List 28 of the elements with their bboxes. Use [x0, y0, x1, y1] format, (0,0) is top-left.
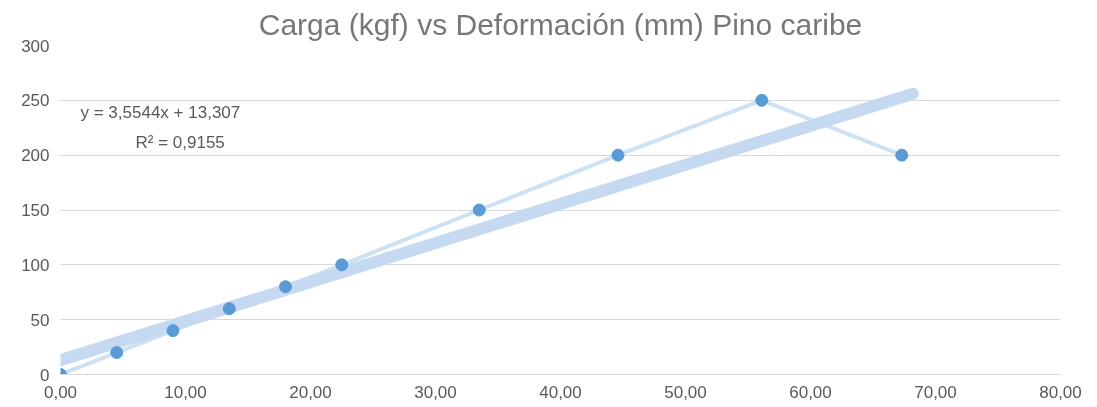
point: [472, 203, 486, 217]
x-tick-label: 20,00: [289, 382, 332, 402]
y-tick-label: 250: [21, 91, 50, 111]
chart-title: Carga (kgf) vs Deformación (mm) Pino caribe: [258, 7, 863, 41]
y-tick-label: 100: [21, 255, 50, 275]
x-tick-label: 0,00: [43, 382, 78, 402]
point: [755, 93, 769, 107]
point: [335, 258, 349, 272]
y-tick-label: 200: [21, 146, 50, 166]
y-tick-label: 50: [30, 310, 50, 330]
point: [895, 148, 909, 162]
x-tick-label: 40,00: [539, 382, 582, 402]
x-tick-label: 10,00: [164, 382, 207, 402]
x-tick-label: 80,00: [1039, 382, 1082, 402]
y-tick-label: 150: [21, 201, 50, 220]
point: [222, 302, 236, 316]
point: [110, 346, 124, 360]
point: [279, 280, 292, 294]
point: [166, 324, 180, 338]
x-tick-label: 30,00: [414, 382, 457, 402]
annotation: y = 3,5544x + 13,307: [80, 103, 241, 122]
y-tick-label: 300: [21, 36, 50, 56]
point: [611, 148, 625, 162]
x-tick-label: 60,00: [789, 382, 832, 402]
y-tick-label: 0: [40, 365, 50, 385]
annotation: R² = 0,9155: [135, 133, 225, 152]
x-tick-label: 50,00: [664, 382, 707, 402]
x-tick-label: 70,00: [914, 382, 957, 402]
